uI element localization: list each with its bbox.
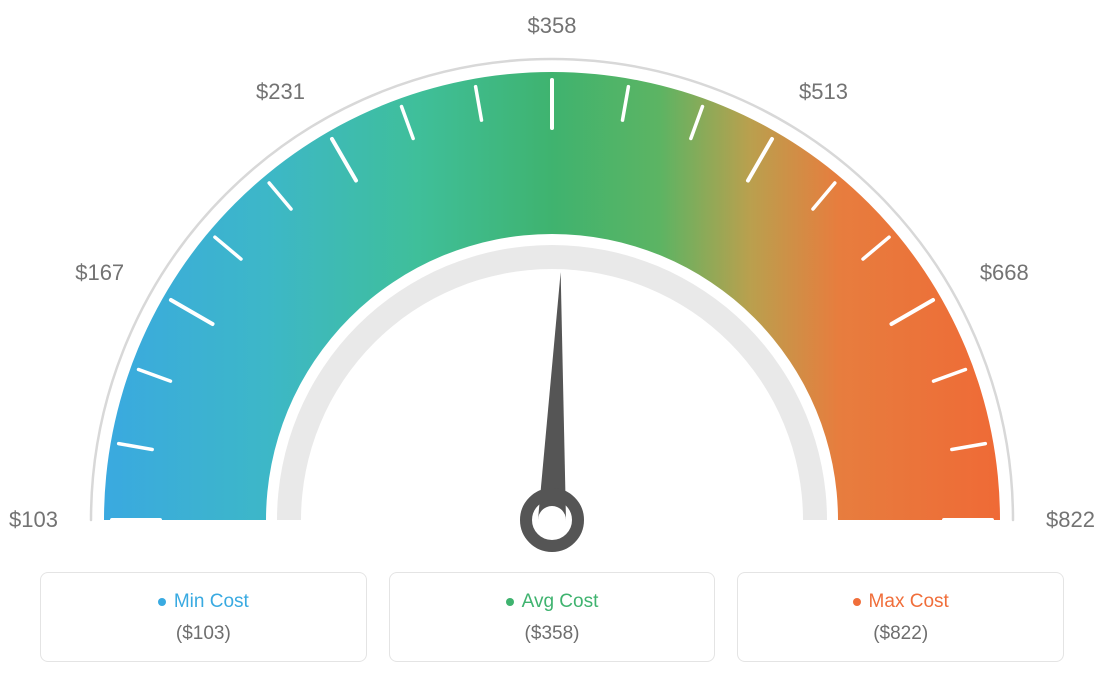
gauge-tick-label: $668: [980, 260, 1029, 285]
dot-icon: [158, 598, 166, 606]
gauge-tick-label: $822: [1046, 507, 1095, 532]
legend-title-avg: Avg Cost: [506, 591, 599, 613]
gauge-needle: [538, 272, 566, 520]
cost-gauge: $103 $167 $231 $358 $513 $668 $822: [0, 0, 1104, 560]
gauge-svg: $103 $167 $231 $358 $513 $668 $822: [0, 0, 1104, 560]
legend-title-min: Min Cost: [158, 591, 249, 613]
legend-card-avg: Avg Cost ($358): [389, 572, 716, 662]
gauge-tick-label: $103: [9, 507, 58, 532]
legend-label-avg: Avg Cost: [522, 591, 599, 613]
legend-label-min: Min Cost: [174, 591, 249, 613]
legend-value-avg: ($358): [400, 623, 705, 645]
gauge-tick-label: $513: [799, 79, 848, 104]
legend-value-max: ($822): [748, 623, 1053, 645]
dot-icon: [506, 598, 514, 606]
legend-card-min: Min Cost ($103): [40, 572, 367, 662]
legend-value-min: ($103): [51, 623, 356, 645]
dot-icon: [853, 598, 861, 606]
gauge-tick-label: $167: [75, 260, 124, 285]
legend-row: Min Cost ($103) Avg Cost ($358) Max Cost…: [40, 572, 1064, 662]
gauge-tick-label: $231: [256, 79, 305, 104]
legend-card-max: Max Cost ($822): [737, 572, 1064, 662]
legend-title-max: Max Cost: [853, 591, 949, 613]
gauge-tick-label: $358: [528, 13, 577, 38]
legend-label-max: Max Cost: [869, 591, 949, 613]
